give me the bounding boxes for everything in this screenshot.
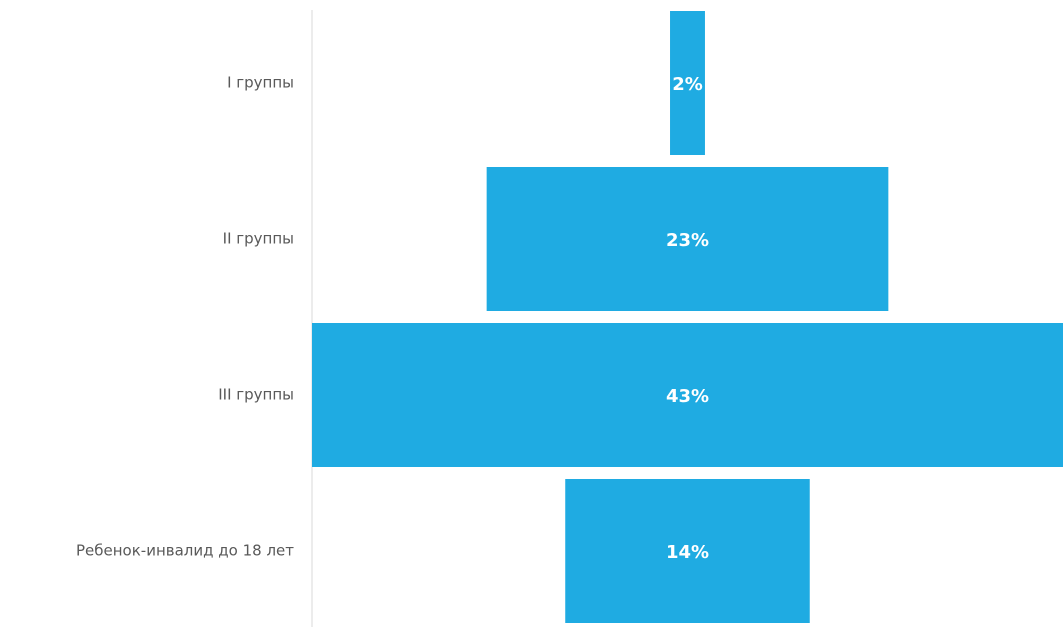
data-label: 43% <box>666 386 709 407</box>
data-label: 23% <box>666 230 709 251</box>
funnel-bar <box>670 11 705 155</box>
category-label: I группы <box>227 74 294 92</box>
funnel-bar <box>565 479 810 623</box>
category-labels-group: I группы II группы III группы Ребенок-инвал… <box>76 74 294 560</box>
data-labels-group: 2% 23% 43% 14% <box>666 74 709 563</box>
category-label: II группы <box>223 230 294 248</box>
funnel-bar <box>486 167 889 311</box>
bars-group <box>312 11 1063 623</box>
data-label: 14% <box>666 542 709 563</box>
data-label: 2% <box>672 74 703 95</box>
category-label: III группы <box>218 386 294 404</box>
category-label: Ребенок-инвалид до 18 лет <box>76 542 294 560</box>
funnel-bar <box>312 323 1063 467</box>
